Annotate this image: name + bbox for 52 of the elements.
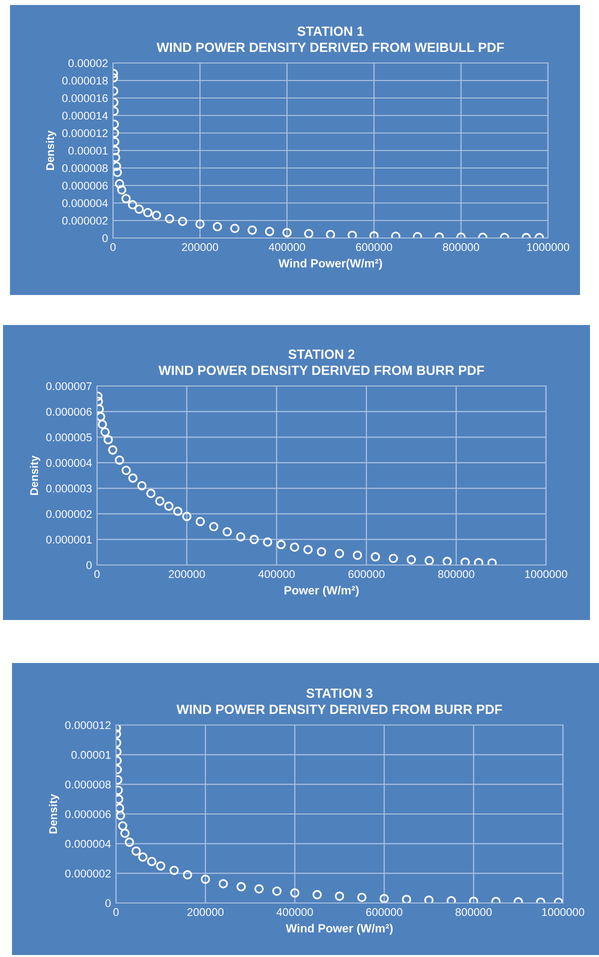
x-axis-title: Wind Power (W/m²) (286, 924, 393, 935)
y-tick-label: 0.00002 (68, 59, 108, 68)
y-tick-label: 0.000002 (65, 870, 111, 878)
x-tick-label: 400000 (276, 908, 313, 916)
x-tick-label: 0 (94, 570, 100, 578)
y-axis-title: Density (30, 455, 40, 495)
y-tick-label: 0.000012 (65, 721, 111, 730)
y-tick-label: 0 (102, 234, 108, 242)
y-tick-label: 0 (105, 899, 111, 908)
y-tick-label: 0.000002 (62, 216, 108, 225)
y-tick-label: 0.000016 (62, 94, 108, 102)
x-tick-label: 1000000 (527, 243, 570, 252)
x-tick-label: 800000 (438, 570, 474, 578)
y-tick-label: 0.00001 (71, 750, 111, 759)
y-axis-title: Density (48, 794, 60, 834)
y-tick-label: 0.000001 (46, 536, 92, 544)
x-tick-label: 600000 (366, 908, 402, 916)
y-tick-label: 0.000012 (62, 129, 108, 138)
x-tick-label: 1000000 (542, 908, 584, 916)
x-tick-label: 0 (113, 908, 119, 916)
y-tick-label: 0.000006 (65, 810, 111, 818)
x-tick-label: 600000 (356, 243, 392, 252)
y-tick-label: 0.000005 (46, 433, 92, 442)
x-axis-title: Wind Power(W/m²) (278, 258, 382, 270)
x-tick-label: 200000 (168, 570, 205, 578)
y-tick-label: 0.000008 (65, 780, 111, 788)
x-tick-label: 800000 (442, 243, 480, 252)
y-tick-label: 0 (86, 561, 92, 570)
y-tick-label: 0.000004 (46, 458, 92, 467)
y-tick-label: 0.000002 (46, 510, 92, 518)
x-axis-title: Power (W/m²) (284, 586, 359, 597)
y-tick-label: 0.000006 (62, 182, 108, 190)
x-tick-label: 200000 (187, 908, 224, 916)
chart-title: STATION 3 WIND POWER DENSITY DERIVED FROM BURR PDF (176, 688, 502, 714)
y-tick-label: 0.000008 (62, 164, 108, 172)
y-axis-title: Density (46, 130, 56, 170)
y-tick-label: 0.000007 (46, 382, 92, 390)
y-tick-label: 0.000003 (46, 484, 92, 492)
x-tick-label: 400000 (258, 570, 295, 578)
y-tick-label: 0.000014 (62, 112, 108, 120)
x-tick-label: 400000 (268, 243, 306, 252)
y-tick-label: 0.000004 (65, 840, 111, 848)
x-tick-label: 1000000 (525, 570, 568, 578)
y-tick-label: 0.000004 (62, 199, 108, 208)
y-tick-label: 0.00001 (68, 146, 108, 155)
chart-title: STATION 1 WIND POWER DENSITY DERIVED FROM WEIBULL PDF (156, 26, 504, 52)
x-tick-label: 800000 (456, 908, 492, 916)
y-tick-label: 0.000018 (62, 76, 108, 85)
y-tick-label: 0.000006 (46, 408, 92, 416)
x-tick-label: 200000 (182, 243, 218, 252)
x-tick-label: 600000 (348, 570, 385, 578)
chart-title: STATION 2 WIND POWER DENSITY DERIVED FROM BURR PDF (158, 350, 484, 376)
